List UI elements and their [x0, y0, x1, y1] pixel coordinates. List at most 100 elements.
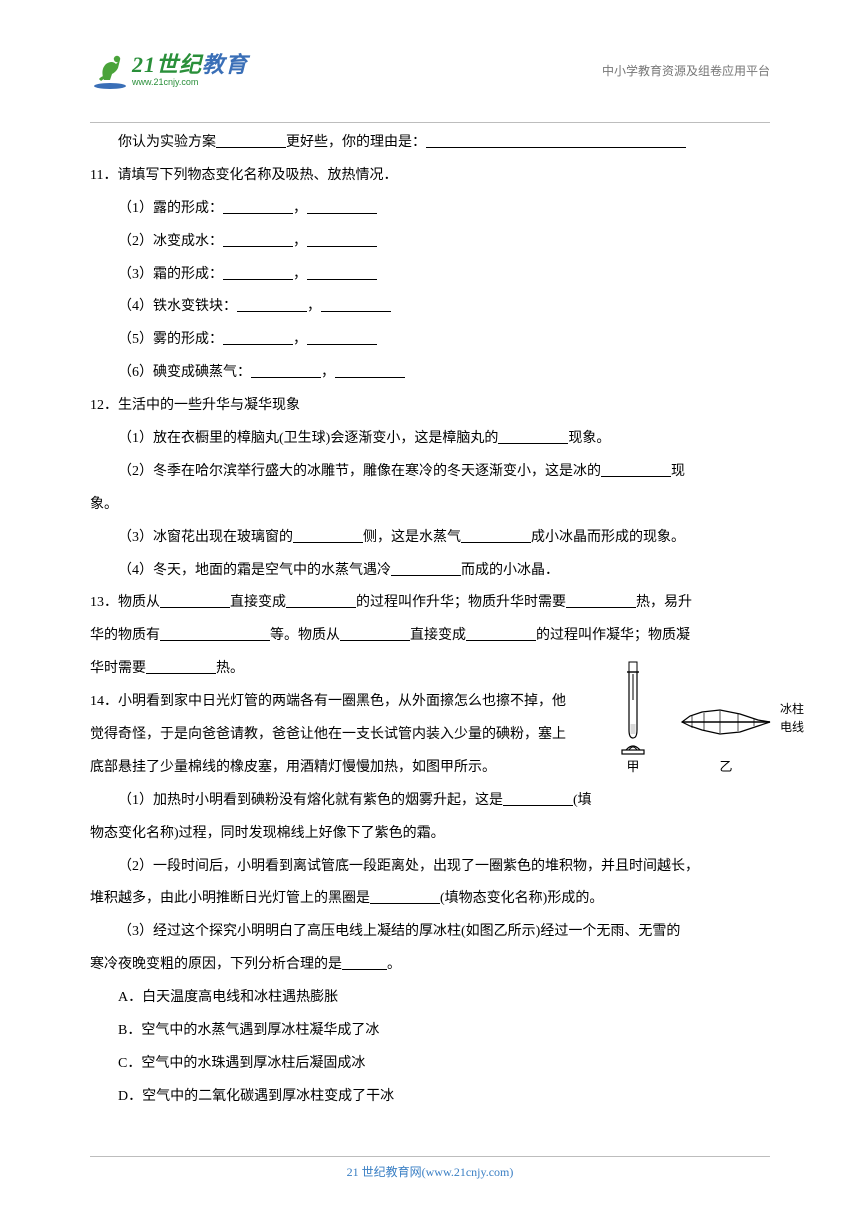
logo: 21世纪教育 www.21cnjy.com — [90, 50, 248, 90]
q11-item: （4）铁水变铁块： ， — [90, 291, 770, 324]
text: （1）加热时小明看到碘粉没有熔化就有紫色的烟雾升起，这是 — [118, 793, 503, 808]
text: （1）露的形成： — [118, 201, 223, 216]
text: 热。 — [216, 661, 244, 676]
option-b: B．空气中的水蒸气遇到厚冰柱凝华成了冰 — [118, 1015, 770, 1048]
text: ， — [293, 201, 307, 216]
wire-label: 电线 — [780, 718, 804, 735]
document-body: 你认为实验方案 更好些，你的理由是： 11．请填写下列物态变化名称及吸热、放热情况… — [90, 127, 770, 1114]
text: （6）碘变成碘蒸气： — [118, 365, 251, 380]
text: （2）冬季在哈尔滨举行盛大的冰雕节，雕像在寒冷的冬天逐渐变小，这是冰的 — [118, 464, 601, 479]
text: 直接变成 — [410, 628, 466, 643]
blank — [307, 197, 377, 214]
blank — [251, 361, 321, 378]
footer-url: (www.21cnjy.com) — [422, 1165, 514, 1179]
text: 的过程叫作升华；物质升华时需要 — [356, 595, 566, 610]
q12-item: （1）放在衣橱里的樟脑丸(卫生球)会逐渐变小，这是樟脑丸的 现象。 — [90, 423, 770, 456]
text: （2）一段时间后，小明看到离试管底一段距离处，出现了一圈紫色的堆积物，并且时间越… — [118, 859, 699, 874]
blank — [223, 329, 293, 346]
text: 物质从 — [118, 595, 160, 610]
option-c: C．空气中的水珠遇到厚冰柱后凝固成冰 — [118, 1048, 770, 1081]
text: （3）经过这个探究小明明白了高压电线上凝结的厚冰柱(如图乙所示)经过一个无雨、无… — [118, 924, 680, 939]
text: 寒冷夜晚变粗的原因，下列分析合理的是 — [90, 957, 342, 972]
blank — [160, 625, 270, 642]
option-a: A．白天温度高电线和冰柱遇热膨胀 — [118, 982, 770, 1015]
text: ， — [293, 332, 307, 347]
text: （5）雾的形成： — [118, 332, 223, 347]
blank — [498, 427, 568, 444]
blank — [223, 230, 293, 247]
logo-text: 21世纪教育 www.21cnjy.com — [132, 54, 248, 87]
blank — [340, 625, 410, 642]
blank — [370, 888, 440, 905]
question-number: 11． — [90, 168, 117, 183]
text: 象。 — [90, 497, 118, 512]
text: ， — [293, 267, 307, 282]
q12-item: （4）冬天，地面的霜是空气中的水蒸气遇冷 而成的小冰晶． — [90, 555, 770, 588]
q10-tail: 你认为实验方案 更好些，你的理由是： — [90, 127, 770, 160]
text: （4）冬天，地面的霜是空气中的水蒸气遇冷 — [118, 563, 391, 578]
runner-icon — [90, 50, 130, 90]
blank — [307, 329, 377, 346]
figure-a: 甲 — [616, 660, 650, 775]
text: 而成的小冰晶． — [461, 563, 559, 578]
text: 更好些，你的理由是： — [286, 135, 426, 150]
ice-wire-icon — [680, 702, 772, 742]
blank — [503, 789, 573, 806]
blank — [216, 131, 286, 148]
text: 请填写下列物态变化名称及吸热、放热情况． — [117, 168, 397, 183]
text: （1）放在衣橱里的樟脑丸(卫生球)会逐渐变小，这是樟脑丸的 — [118, 431, 498, 446]
text: 小明看到家中日光灯管的两端各有一圈黑色，从外面擦怎么也擦不掉，他 — [118, 694, 566, 709]
logo-title-part2: 教育 — [202, 52, 248, 77]
q14-p2: （2）一段时间后，小明看到离试管底一段距离处，出现了一圈紫色的堆积物，并且时间越… — [90, 851, 770, 884]
question-number: 12． — [90, 398, 118, 413]
q11-item: （5）雾的形成： ， — [90, 324, 770, 357]
figure-group: 甲 冰柱 电线 乙 — [616, 660, 772, 775]
page-header: 21世纪教育 www.21cnjy.com 中小学教育资源及组卷应用平台 — [90, 50, 770, 94]
text: 成小冰晶而形成的现象。 — [531, 530, 685, 545]
q11-item: （2）冰变成水： ， — [90, 226, 770, 259]
text: 等。物质从 — [270, 628, 340, 643]
text: 热，易升 — [636, 595, 692, 610]
text: ， — [307, 299, 321, 314]
q14-p1: 物态变化名称)过程，同时发现棉线上好像下了紫色的霜。 — [90, 818, 770, 851]
text: 生活中的一些升华与凝华现象 — [118, 398, 300, 413]
text: (填物态变化名称)形成的。 — [440, 891, 603, 906]
question-number: 13． — [90, 595, 118, 610]
q14-p2: 堆积越多，由此小明推断日光灯管上的黑圈是(填物态变化名称)形成的。 — [90, 883, 770, 916]
blank — [223, 263, 293, 280]
footer-text: 21 世纪教育网(www.21cnjy.com) — [0, 1163, 860, 1180]
text: ， — [293, 234, 307, 249]
text: ， — [321, 365, 335, 380]
text: 侧，这是水蒸气 — [363, 530, 461, 545]
figure-b: 冰柱 电线 乙 — [680, 702, 772, 775]
text: （3）冰窗花出现在玻璃窗的 — [118, 530, 293, 545]
test-tube-icon — [616, 660, 650, 756]
blank — [466, 625, 536, 642]
page-footer: 21 世纪教育网(www.21cnjy.com) — [0, 1156, 860, 1180]
blank — [223, 197, 293, 214]
figure-a-label: 甲 — [626, 756, 639, 775]
blank — [335, 361, 405, 378]
header-subtitle: 中小学教育资源及组卷应用平台 — [602, 62, 770, 79]
text: 你认为实验方案 — [118, 135, 216, 150]
q13: 13．物质从直接变成的过程叫作升华；物质升华时需要热，易升 — [90, 587, 770, 620]
footer-brand: 21 世纪教育网 — [347, 1165, 422, 1179]
q13-cont: 华的物质有等。物质从直接变成的过程叫作凝华；物质凝 — [90, 620, 770, 653]
text: 现象。 — [568, 431, 610, 446]
blank — [426, 131, 686, 148]
q11-stem: 11．请填写下列物态变化名称及吸热、放热情况． — [90, 160, 770, 193]
logo-title: 21世纪教育 — [132, 54, 248, 76]
blank — [342, 953, 387, 970]
text: （2）冰变成水： — [118, 234, 223, 249]
blank — [160, 592, 230, 609]
blank — [237, 296, 307, 313]
text: 华的物质有 — [90, 628, 160, 643]
logo-title-part1: 21世纪 — [132, 52, 202, 77]
option-d: D．空气中的二氧化碳遇到厚冰柱变成了干冰 — [118, 1081, 770, 1114]
blank — [307, 230, 377, 247]
q11-item: （3）霜的形成：， — [90, 259, 770, 292]
text: 觉得奇怪，于是向爸爸请教，爸爸让他在一支长试管内装入少量的碘粉，塞上 — [90, 727, 566, 742]
text: （4）铁水变铁块： — [118, 299, 237, 314]
text: 底部悬挂了少量棉线的橡皮塞，用酒精灯慢慢加热，如图甲所示。 — [90, 760, 496, 775]
q12-item: （3）冰窗花出现在玻璃窗的 侧，这是水蒸气 成小冰晶而形成的现象。 — [90, 522, 770, 555]
